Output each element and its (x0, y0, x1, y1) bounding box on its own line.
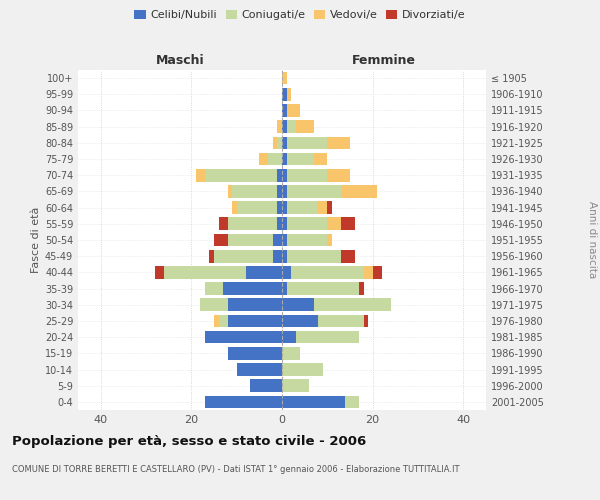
Bar (282, 331, 296, 344)
Bar (328, 202, 332, 214)
Bar (287, 152, 314, 166)
Bar (359, 282, 364, 295)
Bar (205, 169, 277, 181)
Bar (282, 72, 287, 85)
Bar (282, 250, 287, 262)
Bar (246, 266, 282, 278)
Bar (227, 314, 282, 328)
Bar (273, 136, 277, 149)
Bar (328, 218, 341, 230)
Bar (282, 396, 346, 408)
Bar (341, 185, 377, 198)
Bar (287, 234, 328, 246)
Bar (277, 218, 282, 230)
Bar (277, 136, 282, 149)
Bar (296, 120, 314, 133)
Bar (236, 363, 282, 376)
Bar (200, 298, 227, 311)
Bar (341, 218, 355, 230)
Bar (373, 266, 382, 278)
Bar (164, 266, 246, 278)
Bar (250, 380, 282, 392)
Bar (314, 152, 328, 166)
Bar (282, 347, 300, 360)
Bar (214, 234, 227, 246)
Bar (227, 218, 277, 230)
Bar (287, 218, 328, 230)
Bar (287, 136, 328, 149)
Bar (277, 185, 282, 198)
Bar (277, 120, 282, 133)
Text: Anni di nascita: Anni di nascita (587, 202, 597, 278)
Bar (287, 202, 318, 214)
Bar (328, 136, 350, 149)
Bar (282, 363, 323, 376)
Bar (282, 169, 287, 181)
Bar (227, 234, 273, 246)
Bar (282, 298, 314, 311)
Bar (328, 234, 332, 246)
Bar (314, 298, 391, 311)
Bar (236, 202, 277, 214)
Bar (282, 152, 287, 166)
Bar (277, 169, 282, 181)
Bar (282, 380, 309, 392)
Bar (282, 218, 287, 230)
Bar (364, 314, 368, 328)
Bar (282, 234, 287, 246)
Bar (218, 314, 227, 328)
Bar (282, 314, 318, 328)
Bar (282, 185, 287, 198)
Bar (282, 88, 287, 101)
Bar (205, 331, 282, 344)
Bar (205, 396, 282, 408)
Bar (318, 202, 328, 214)
Bar (209, 250, 214, 262)
Text: Maschi: Maschi (155, 54, 205, 67)
Bar (205, 282, 223, 295)
Bar (282, 136, 287, 149)
Bar (214, 250, 273, 262)
Bar (287, 185, 341, 198)
Bar (282, 282, 287, 295)
Bar (155, 266, 164, 278)
Bar (282, 266, 291, 278)
Bar (282, 202, 287, 214)
Bar (296, 331, 359, 344)
Bar (346, 396, 359, 408)
Legend: Celibi/Nubili, Coniugati/e, Vedovi/e, Divorziati/e: Celibi/Nubili, Coniugati/e, Vedovi/e, Di… (130, 6, 470, 25)
Bar (227, 347, 282, 360)
Bar (287, 88, 291, 101)
Text: COMUNE DI TORRE BERETTI E CASTELLARO (PV) - Dati ISTAT 1° gennaio 2006 - Elabora: COMUNE DI TORRE BERETTI E CASTELLARO (PV… (12, 465, 460, 474)
Bar (291, 266, 364, 278)
Bar (287, 250, 341, 262)
Bar (277, 202, 282, 214)
Bar (287, 120, 296, 133)
Bar (287, 282, 359, 295)
Bar (227, 298, 282, 311)
Bar (328, 169, 350, 181)
Bar (364, 266, 373, 278)
Bar (259, 152, 268, 166)
Bar (214, 314, 218, 328)
Bar (232, 185, 277, 198)
Bar (218, 218, 227, 230)
Bar (341, 250, 355, 262)
Bar (273, 250, 282, 262)
Bar (196, 169, 205, 181)
Text: Popolazione per età, sesso e stato civile - 2006: Popolazione per età, sesso e stato civil… (12, 435, 366, 448)
Bar (282, 104, 287, 117)
Bar (287, 104, 300, 117)
Y-axis label: Fasce di età: Fasce di età (31, 207, 41, 273)
Bar (232, 202, 236, 214)
Bar (268, 152, 282, 166)
Bar (318, 314, 364, 328)
Bar (282, 120, 287, 133)
Bar (287, 169, 328, 181)
Bar (273, 234, 282, 246)
Bar (223, 282, 282, 295)
Bar (227, 185, 232, 198)
Text: Femmine: Femmine (352, 54, 416, 67)
